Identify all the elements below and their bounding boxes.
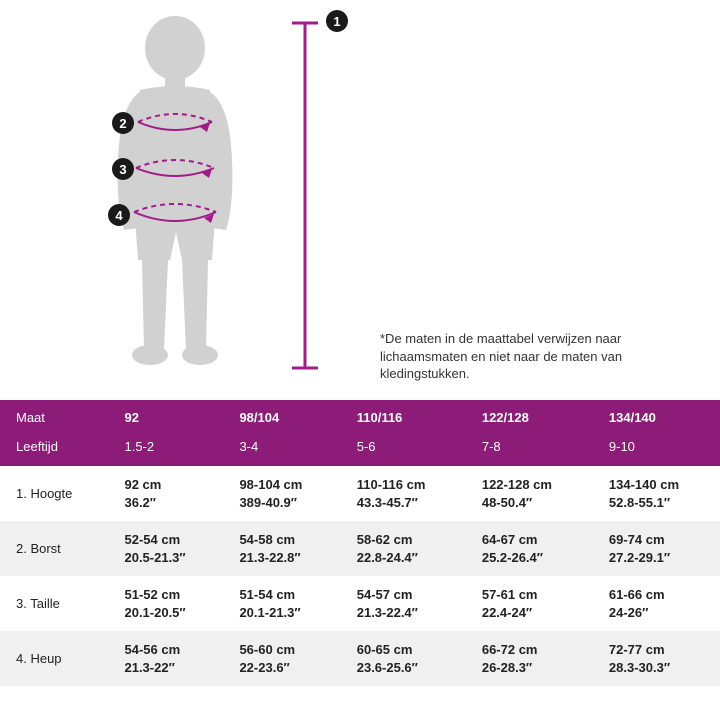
measurement-cell: 56-60 cm22-23.6″ xyxy=(223,631,340,686)
measurement-diagram: 1 2 3 4 *De maten in de maattabel verwij… xyxy=(0,0,720,400)
table-row: 2. Borst52-54 cm20.5-21.3″54-58 cm21.3-2… xyxy=(0,521,720,576)
measurement-cell: 51-52 cm20.1-20.5″ xyxy=(108,576,223,631)
measurement-cell: 98-104 cm389-40.9″ xyxy=(223,466,340,521)
badge-4-hip: 4 xyxy=(108,204,130,226)
child-silhouette xyxy=(90,10,260,370)
row-label: 4. Heup xyxy=(0,631,108,686)
measurement-cell: 52-54 cm20.5-21.3″ xyxy=(108,521,223,576)
table-row: 3. Taille51-52 cm20.1-20.5″51-54 cm20.1-… xyxy=(0,576,720,631)
measurement-cell: 92 cm36.2″ xyxy=(108,466,223,521)
measurement-cell: 122-128 cm48-50.4″ xyxy=(466,466,593,521)
measurement-cell: 134-140 cm52.8-55.1″ xyxy=(593,466,720,521)
header-size: 134/140 xyxy=(593,400,720,435)
measurement-cell: 110-116 cm43.3-45.7″ xyxy=(341,466,466,521)
badge-3-waist: 3 xyxy=(112,158,134,180)
badge-2-chest: 2 xyxy=(112,112,134,134)
table-header: Maat 92 98/104 110/116 122/128 134/140 L… xyxy=(0,400,720,466)
header-size: 98/104 xyxy=(223,400,340,435)
measurement-cell: 58-62 cm22.8-24.4″ xyxy=(341,521,466,576)
table-body: 1. Hoogte92 cm36.2″98-104 cm389-40.9″110… xyxy=(0,466,720,686)
row-label: 3. Taille xyxy=(0,576,108,631)
measurement-cell: 66-72 cm26-28.3″ xyxy=(466,631,593,686)
measurement-cell: 72-77 cm28.3-30.3″ xyxy=(593,631,720,686)
header-age: 3-4 xyxy=(223,435,340,466)
height-indicator xyxy=(290,18,320,373)
header-size: 122/128 xyxy=(466,400,593,435)
measurement-cell: 64-67 cm25.2-26.4″ xyxy=(466,521,593,576)
header-age: 1.5-2 xyxy=(108,435,223,466)
size-chart-table: Maat 92 98/104 110/116 122/128 134/140 L… xyxy=(0,400,720,686)
header-size: 92 xyxy=(108,400,223,435)
header-age: 9-10 xyxy=(593,435,720,466)
table-row: 1. Hoogte92 cm36.2″98-104 cm389-40.9″110… xyxy=(0,466,720,521)
measurement-cell: 54-56 cm21.3-22″ xyxy=(108,631,223,686)
measurement-cell: 69-74 cm27.2-29.1″ xyxy=(593,521,720,576)
header-age: 7-8 xyxy=(466,435,593,466)
header-maat-label: Maat xyxy=(0,400,108,435)
measurement-cell: 61-66 cm24-26″ xyxy=(593,576,720,631)
badge-1-height: 1 xyxy=(326,10,348,32)
measurement-cell: 54-58 cm21.3-22.8″ xyxy=(223,521,340,576)
measurement-cell: 54-57 cm21.3-22.4″ xyxy=(341,576,466,631)
header-size: 110/116 xyxy=(341,400,466,435)
measurement-cell: 57-61 cm22.4-24″ xyxy=(466,576,593,631)
disclaimer-text: *De maten in de maattabel verwijzen naar… xyxy=(380,330,670,383)
row-label: 2. Borst xyxy=(0,521,108,576)
row-label: 1. Hoogte xyxy=(0,466,108,521)
header-age: 5-6 xyxy=(341,435,466,466)
measurement-cell: 60-65 cm23.6-25.6″ xyxy=(341,631,466,686)
measurement-cell: 51-54 cm20.1-21.3″ xyxy=(223,576,340,631)
table-row: 4. Heup54-56 cm21.3-22″56-60 cm22-23.6″6… xyxy=(0,631,720,686)
header-leeftijd-label: Leeftijd xyxy=(0,435,108,466)
